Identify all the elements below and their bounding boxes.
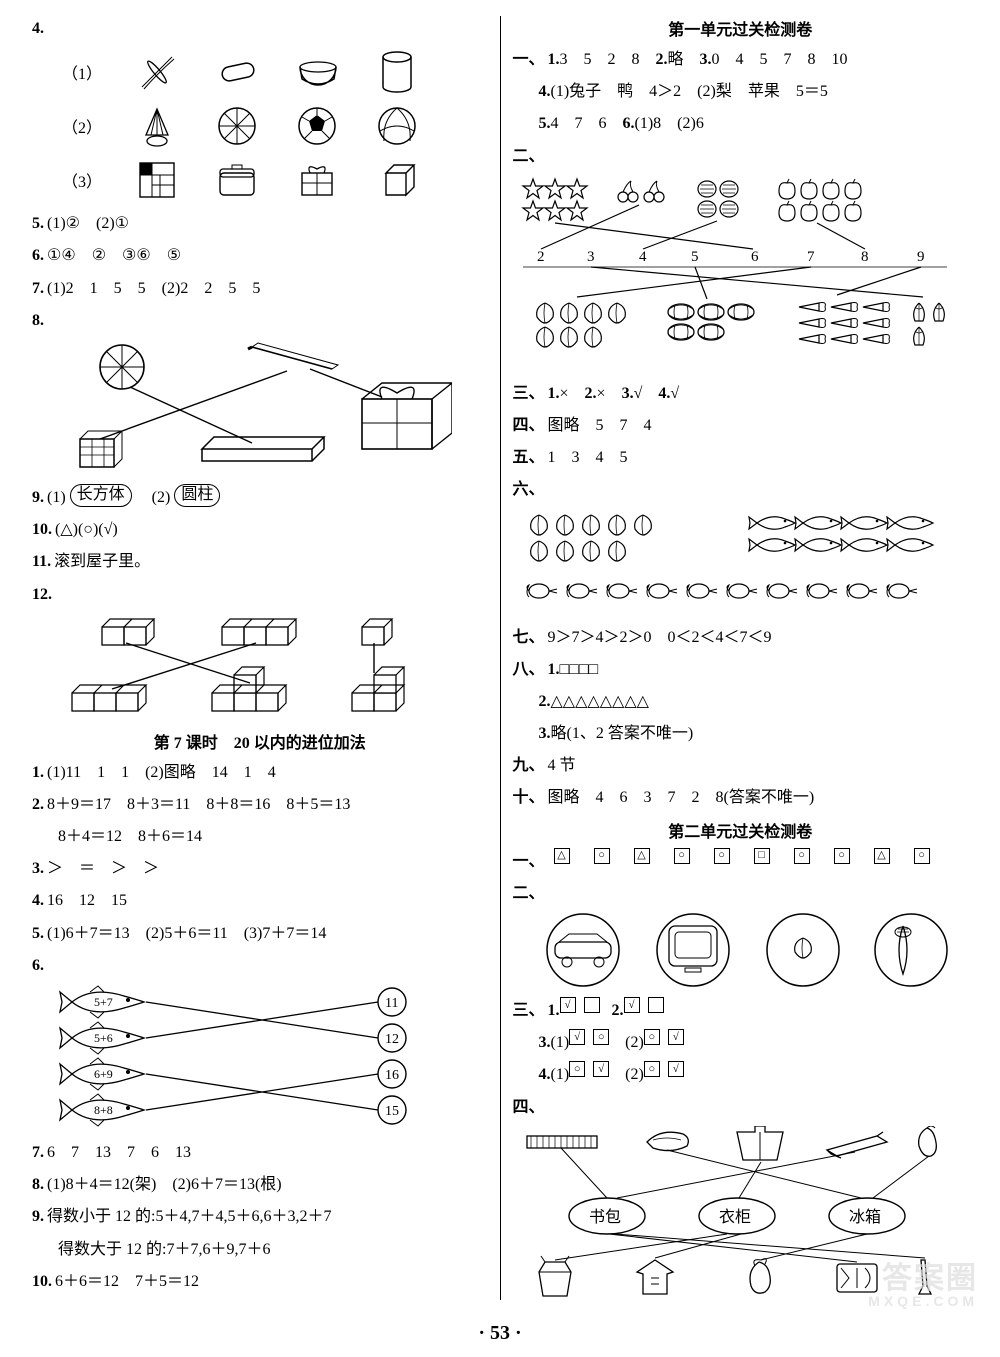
q4-row1: （1） <box>62 47 488 97</box>
lesson7-title: 第 7 课时 20 以内的进位加法 <box>32 729 488 753</box>
u8-2: 2.△△△△△△△△ <box>513 688 969 715</box>
fish2: 5+6 <box>94 1031 113 1045</box>
u8-3: 3.略(1、2 答案不唯一) <box>513 720 969 747</box>
svg-text:8: 8 <box>861 249 869 265</box>
l9b: 得数大于 12 的:7＋7,6＋9,7＋6 <box>32 1236 488 1263</box>
u7: 七、9＞7＞4＞2＞0 0＜2＜4＜7＜9 <box>513 624 969 651</box>
l2: 2.8＋9＝17 8＋3＝11 8＋8＝16 8＋5＝13 <box>32 791 488 818</box>
svg-text:16: 16 <box>385 1068 399 1083</box>
q4-r2-tag: （2） <box>62 114 102 138</box>
u6-diagram <box>517 509 957 619</box>
eraser-icon <box>212 47 262 97</box>
v3-3: 3. (1) √ ○ (2) ○ √ <box>513 1029 969 1056</box>
l9: 9.得数小于 12 的:5＋4,7＋4,5＋6,6＋3,2＋7 <box>32 1203 488 1230</box>
page-number: · 53 · <box>0 1316 1000 1357</box>
svg-text:冰箱: 冰箱 <box>849 1208 881 1226</box>
l2b: 8＋4＝12 8＋6＝14 <box>32 823 488 850</box>
fish1: 5+7 <box>94 995 113 1009</box>
fish-diagram: 5+7 5+6 6+9 8+8 11 12 16 15 <box>52 984 452 1134</box>
svg-text:9: 9 <box>917 249 925 265</box>
v3-1: 三、 1. √ 2. √ <box>513 997 969 1024</box>
shuttlecock-icon <box>132 101 182 151</box>
svg-text:7: 7 <box>807 249 815 265</box>
svg-text:4: 4 <box>639 249 647 265</box>
l7: 7.6 7 13 7 6 13 <box>32 1139 488 1166</box>
left-column: 4. （1） （2） （3） 5.(1)② (2)① 6.①④ ② ③⑥ ⑤ 7… <box>20 10 500 1306</box>
watermark: 答案圈 MXQE.COM <box>868 1264 978 1308</box>
basketball-icon <box>212 101 262 151</box>
q4-row2: （2） <box>62 101 488 151</box>
svg-text:衣柜: 衣柜 <box>719 1208 751 1226</box>
q9-b: 圆柱 <box>174 484 220 507</box>
unit2-title: 第二单元过关检测卷 <box>513 818 969 842</box>
svg-text:书包: 书包 <box>589 1208 621 1226</box>
l5: 5.(1)6＋7＝13 (2)5＋6＝11 (3)7＋7＝14 <box>32 920 488 947</box>
v2: 二、 <box>513 880 969 907</box>
svg-text:15: 15 <box>385 1104 399 1119</box>
svg-text:2: 2 <box>537 249 545 265</box>
u9: 九、4 节 <box>513 752 969 779</box>
q4: 4. <box>32 15 488 42</box>
q6: 6.①④ ② ③⑥ ⑤ <box>32 242 488 269</box>
u10: 十、图略 4 6 3 7 2 8(答案不唯一) <box>513 784 969 811</box>
q12-diagram <box>62 613 442 723</box>
q7: 7.(1)2 1 5 5 (2)2 2 5 5 <box>32 275 488 302</box>
cylinder-icon <box>372 47 422 97</box>
jumprope-icon <box>132 47 182 97</box>
q8: 8. <box>32 307 488 334</box>
volleyball-icon <box>372 101 422 151</box>
u4: 四、图略 5 7 4 <box>513 412 969 439</box>
q9-a: 长方体 <box>70 484 132 507</box>
q5: 5.(1)② (2)① <box>32 210 488 237</box>
v2-diagram <box>533 912 953 992</box>
soccer-icon <box>292 101 342 151</box>
svg-text:11: 11 <box>385 996 398 1011</box>
q4-r3-tag: （3） <box>62 168 102 192</box>
q12: 12. <box>32 581 488 608</box>
cube-icon <box>372 155 422 205</box>
l1: 1.(1)11 1 1 (2)图略 14 1 4 <box>32 759 488 786</box>
q9: 9. (1) 长方体 (2) 圆柱 <box>32 484 488 511</box>
fish4: 8+8 <box>94 1103 113 1117</box>
l10: 10.6＋6＝12 7＋5＝12 <box>32 1268 488 1295</box>
svg-text:5: 5 <box>691 249 699 265</box>
q10: 10.(△)(○)(√) <box>32 516 488 543</box>
u8-1: 八、1.□□□□ <box>513 656 969 683</box>
v1: 一、 △ ○ △ ○ ○ □ ○ ○ △ ○ <box>513 848 969 875</box>
q4-label: 4. <box>32 15 44 42</box>
q4-row3: （3） <box>62 155 488 205</box>
gift-icon <box>292 155 342 205</box>
u1-r3: 5.4 7 6 6.(1)8 (2)6 <box>513 110 969 137</box>
q4-r1-tag: （1） <box>62 60 102 84</box>
right-column: 第一单元过关检测卷 一、 1.3 5 2 8 2.略 3.0 4 5 7 8 1… <box>501 10 981 1306</box>
q11: 11.滚到屋子里。 <box>32 548 488 575</box>
u3: 三、1.× 2.× 3.√ 4.√ <box>513 380 969 407</box>
u5: 五、1 3 4 5 <box>513 444 969 471</box>
bowl-icon <box>292 47 342 97</box>
svg-text:6: 6 <box>751 249 759 265</box>
l8: 8.(1)8＋4＝12(架) (2)6＋7＝13(根) <box>32 1171 488 1198</box>
mondrian-icon <box>132 155 182 205</box>
l6: 6. <box>32 952 488 979</box>
lunchbox-icon <box>212 155 262 205</box>
svg-text:3: 3 <box>587 249 595 265</box>
v4: 四、 <box>513 1094 969 1121</box>
fish3: 6+9 <box>94 1067 113 1081</box>
v1-boxes: △ ○ △ ○ ○ □ ○ ○ △ ○ <box>554 848 930 864</box>
v3-4: 4. (1) ○ √ (2) ○ √ <box>513 1061 969 1088</box>
u1-r1: 一、 1.3 5 2 8 2.略 3.0 4 5 7 8 10 <box>513 46 969 73</box>
u1-r2: 4.(1)兔子 鸭 4＞2 (2)梨 苹果 5＝5 <box>513 78 969 105</box>
u2-diagram: 2 3 4 5 6 7 8 9 <box>517 175 957 375</box>
u6: 六、 <box>513 476 969 503</box>
l3: 3.＞ ＝ ＞ ＞ <box>32 855 488 882</box>
svg-text:12: 12 <box>385 1032 399 1047</box>
u2: 二、 <box>513 143 969 170</box>
q8-diagram <box>52 339 452 479</box>
unit1-title: 第一单元过关检测卷 <box>513 16 969 40</box>
l4: 4.16 12 15 <box>32 887 488 914</box>
